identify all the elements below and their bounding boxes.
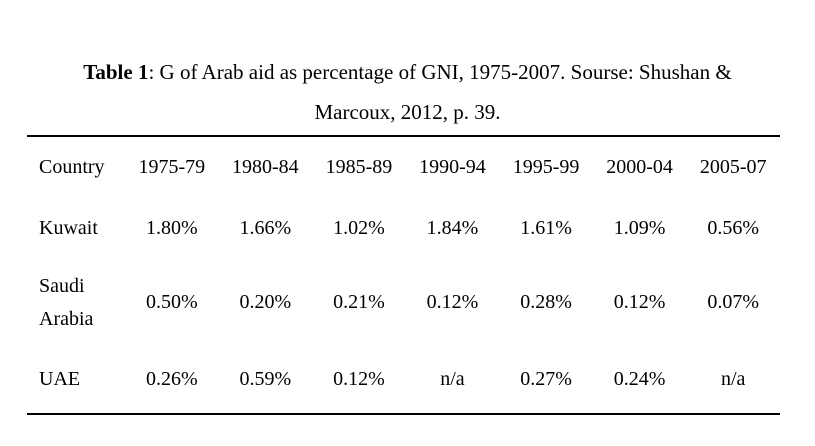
country-cell: UAE (39, 368, 81, 391)
column-header-period: 1980-84 (232, 155, 299, 178)
table-top-rule (27, 135, 780, 137)
value-cell: 0.28% (520, 291, 572, 314)
value-cell: 0.24% (613, 368, 666, 391)
value-cell: 1.09% (613, 216, 666, 239)
column-header-country: Country (39, 155, 105, 178)
table-header-row: Country 1975-79 1980-84 1985-89 1990-94 … (27, 137, 780, 197)
value-cell: 0.12% (613, 291, 666, 314)
value-cell: 0.59% (239, 368, 292, 391)
value-cell: 1.84% (426, 216, 479, 239)
value-cell: 0.12% (426, 291, 479, 314)
value-cell: 0.12% (333, 368, 385, 391)
column-header-period: 2005-07 (699, 155, 767, 178)
table-caption-line1: Table 1: G of Arab aid as percentage of … (0, 52, 815, 92)
table-row: Kuwait 1.80% 1.66% 1.02% 1.84% 1.61% 1.0… (27, 197, 780, 260)
value-cell: n/a (720, 368, 746, 391)
table-caption-number: Table 1 (83, 60, 149, 84)
value-cell: 0.50% (145, 291, 198, 314)
table-row: UAE 0.26% 0.59% 0.12% n/a 0.27% 0.24% n/… (27, 346, 780, 413)
value-cell: 0.20% (239, 291, 292, 314)
value-cell: 0.27% (520, 368, 572, 391)
value-cell: n/a (440, 368, 465, 391)
column-header-period: 1975-79 (138, 155, 206, 178)
value-cell: 0.21% (333, 291, 385, 314)
value-cell: 1.61% (520, 216, 572, 239)
value-cell: 1.02% (333, 216, 385, 239)
value-cell: 0.07% (707, 291, 760, 314)
column-header-period: 1985-89 (325, 155, 393, 178)
table-caption-line2: Marcoux, 2012, p. 39. (314, 100, 501, 124)
value-cell: 0.26% (145, 368, 198, 391)
column-header-period: 1990-94 (419, 155, 486, 178)
column-header-period: 2000-04 (606, 155, 673, 178)
table-caption-text: : G of Arab aid as percentage of GNI, 19… (148, 60, 732, 84)
table-row: Saudi Arabia 0.50% 0.20% 0.21% 0.12% 0.2… (27, 260, 780, 347)
table-bottom-rule (27, 413, 780, 415)
data-table: Country 1975-79 1980-84 1985-89 1990-94 … (27, 137, 780, 413)
column-header-period: 1995-99 (512, 155, 580, 178)
value-cell: 1.66% (239, 216, 292, 239)
country-cell: Saudi Arabia (39, 274, 94, 330)
table-caption: Table 1: G of Arab aid as percentage of … (0, 52, 815, 132)
country-cell: Kuwait (39, 216, 98, 239)
value-cell: 0.56% (707, 216, 760, 239)
aid-gni-table: Country 1975-79 1980-84 1985-89 1990-94 … (27, 137, 780, 413)
value-cell: 1.80% (145, 216, 198, 239)
